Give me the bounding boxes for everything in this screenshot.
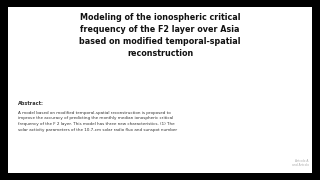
Text: Artcolo A
and Artcolo: Artcolo A and Artcolo [292, 159, 309, 167]
Text: A model based on modified temporal-spatial reconstruction is proposed to
improve: A model based on modified temporal-spati… [18, 111, 177, 132]
Text: Abstract:: Abstract: [18, 101, 44, 106]
Text: Modeling of the ionospheric critical
frequency of the F2 layer over Asia
based o: Modeling of the ionospheric critical fre… [79, 13, 241, 58]
